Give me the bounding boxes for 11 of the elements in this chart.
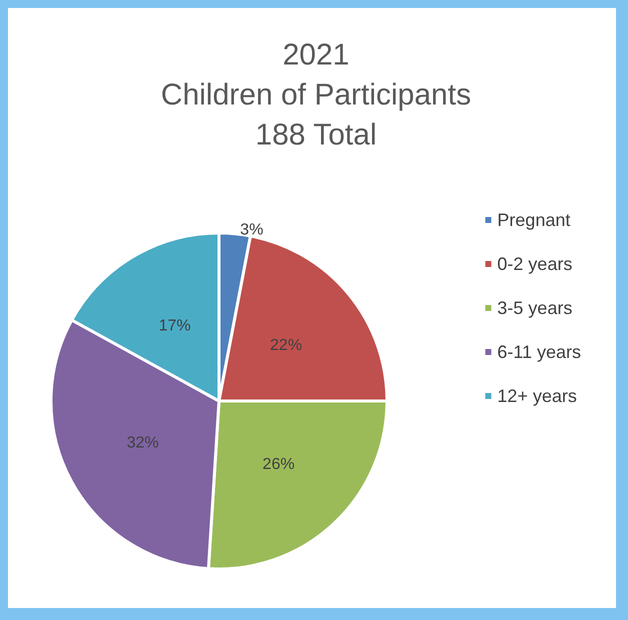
data-label: 3%	[240, 221, 264, 238]
legend-label: 6-11 years	[497, 342, 582, 362]
legend-label: Pregnant	[497, 210, 570, 230]
chart-title: 2021 Children of Participants 188 Total	[160, 38, 472, 152]
data-label: 32%	[126, 434, 159, 452]
legend-label: 0-2 years	[497, 254, 572, 274]
data-label: 17%	[158, 318, 191, 335]
data-label: 22%	[270, 337, 302, 354]
legend-label: 12+ years	[497, 386, 577, 406]
legend-label: 3-5 years	[497, 298, 572, 318]
data-label: 26%	[262, 456, 295, 473]
